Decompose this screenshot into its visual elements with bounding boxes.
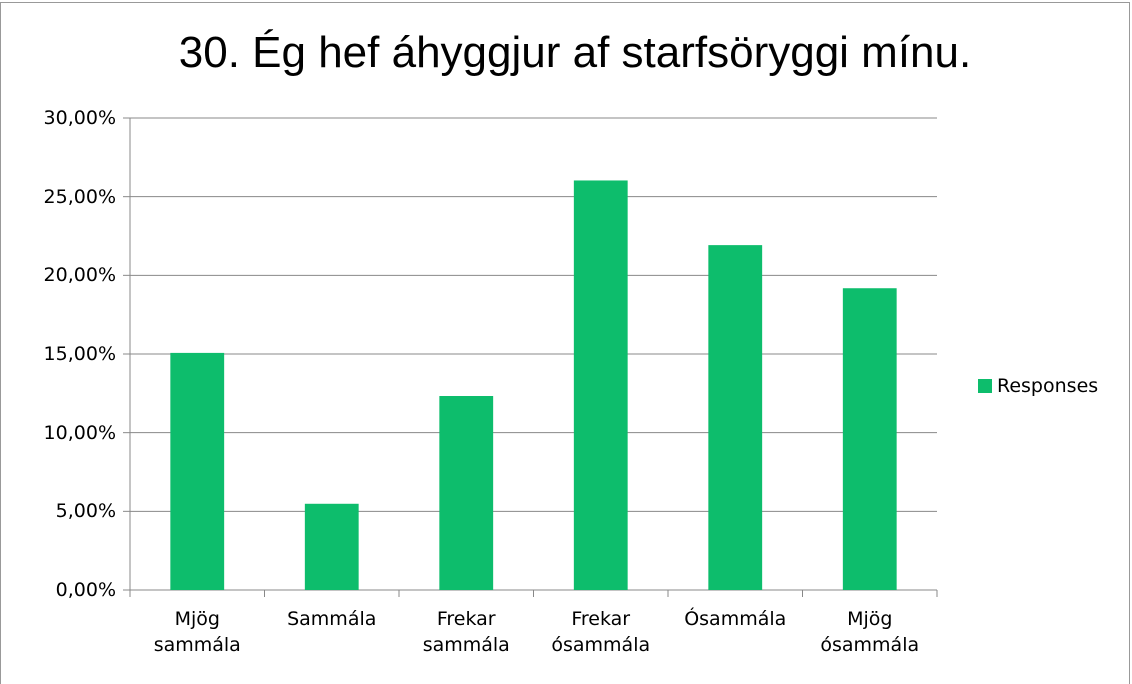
y-tick-label: 10,00% — [43, 421, 116, 444]
x-tick-label: Mjög ósammála — [820, 608, 920, 656]
bar — [573, 180, 628, 590]
bar — [304, 503, 359, 590]
bar — [439, 396, 494, 590]
y-tick-label: 25,00% — [43, 185, 116, 208]
x-tick-label: Frekar ósammála — [551, 608, 651, 656]
x-tick-label: Frekar sammála — [422, 608, 510, 656]
bar — [170, 352, 225, 590]
y-tick-label: 15,00% — [43, 343, 116, 365]
x-tick-label: Ósammála — [684, 608, 787, 630]
legend-label: Responses — [997, 375, 1099, 397]
bar — [842, 288, 897, 590]
x-tick-label: Sammála — [287, 608, 377, 630]
y-tick-label: 30,00% — [43, 107, 116, 129]
bar — [708, 245, 763, 590]
legend-swatch — [978, 379, 992, 393]
x-tick-label: Mjög sammála — [153, 608, 241, 656]
y-tick-label: 0,00% — [55, 579, 116, 601]
y-tick-label: 20,00% — [43, 264, 116, 287]
chart-title: 30. Ég hef áhyggjur af starfsöryggi mínu… — [178, 28, 972, 77]
y-tick-label: 5,00% — [55, 500, 116, 523]
